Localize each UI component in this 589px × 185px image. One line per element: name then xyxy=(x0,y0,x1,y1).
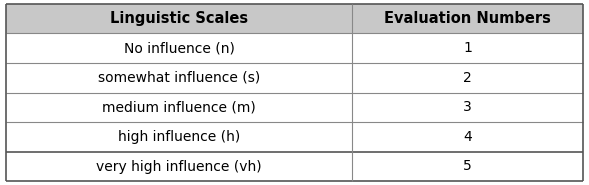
Text: No influence (n): No influence (n) xyxy=(124,41,234,55)
Bar xyxy=(6,4,352,33)
Bar xyxy=(352,92,583,122)
Bar xyxy=(6,63,352,92)
Bar xyxy=(6,92,352,122)
Text: Evaluation Numbers: Evaluation Numbers xyxy=(384,11,551,26)
Text: very high influence (vh): very high influence (vh) xyxy=(96,159,262,174)
Bar xyxy=(6,152,352,181)
Text: 3: 3 xyxy=(464,100,472,114)
Text: 1: 1 xyxy=(463,41,472,55)
Bar xyxy=(352,122,583,152)
Text: 2: 2 xyxy=(464,71,472,85)
Text: high influence (h): high influence (h) xyxy=(118,130,240,144)
Bar xyxy=(352,63,583,92)
Bar xyxy=(352,4,583,33)
Bar xyxy=(352,33,583,63)
Text: medium influence (m): medium influence (m) xyxy=(102,100,256,114)
Text: somewhat influence (s): somewhat influence (s) xyxy=(98,71,260,85)
Text: 4: 4 xyxy=(464,130,472,144)
Bar xyxy=(352,152,583,181)
Text: Linguistic Scales: Linguistic Scales xyxy=(110,11,248,26)
Bar xyxy=(6,122,352,152)
Bar xyxy=(6,33,352,63)
Text: 5: 5 xyxy=(464,159,472,174)
